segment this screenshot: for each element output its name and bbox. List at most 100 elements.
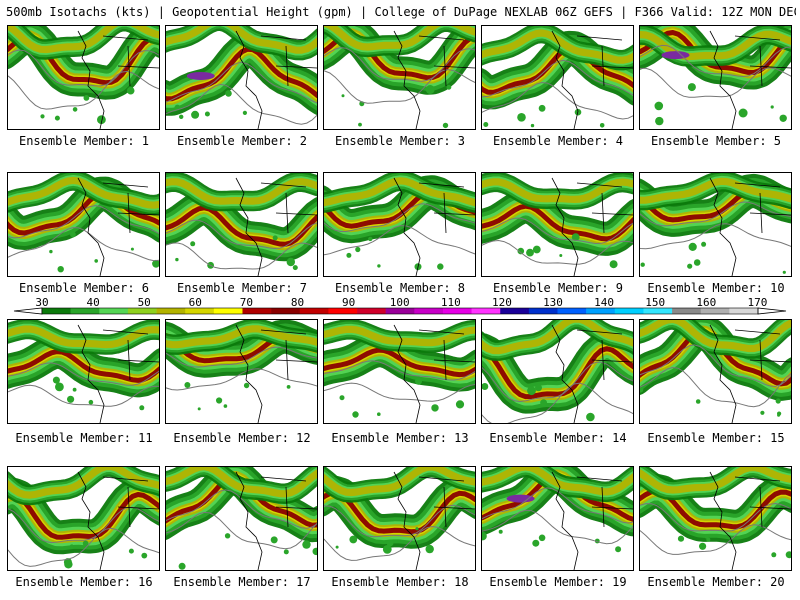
- colorbar-tick-label: 90: [342, 296, 355, 309]
- ensemble-map-panel: [639, 466, 792, 571]
- ensemble-map-panel: [481, 319, 634, 424]
- colorbar-segment: [528, 308, 558, 314]
- ensemble-member-label: Ensemble Member: 1: [18, 134, 150, 148]
- isotach-map: [482, 26, 633, 129]
- ensemble-member-label: Ensemble Member: 7: [176, 281, 308, 295]
- ensemble-member-label: Ensemble Member: 4: [492, 134, 624, 148]
- colorbar-segment: [414, 308, 444, 314]
- isotach-map: [482, 467, 633, 570]
- colorbar-tick-label: 100: [390, 296, 410, 309]
- ensemble-member-label: Ensemble Member: 17: [173, 575, 311, 589]
- colorbar-segment: [70, 308, 100, 314]
- isotach-map: [166, 320, 317, 423]
- ensemble-member-label: Ensemble Member: 11: [15, 431, 153, 445]
- ensemble-member-label: Ensemble Member: 19: [489, 575, 627, 589]
- isotach-map: [166, 26, 317, 129]
- ensemble-member-label: Ensemble Member: 16: [15, 575, 153, 589]
- colorbar-tick-label: 130: [543, 296, 563, 309]
- colorbar-segment: [557, 308, 587, 314]
- colorbar-tick-label: 40: [86, 296, 99, 309]
- colorbar-segment: [385, 308, 415, 314]
- ensemble-map-panel: [481, 25, 634, 130]
- isotach-map: [8, 467, 159, 570]
- isotach-map: [324, 26, 475, 129]
- ensemble-member-label: Ensemble Member: 10: [647, 281, 785, 295]
- isotach-map: [166, 173, 317, 276]
- ensemble-map-panel: [323, 25, 476, 130]
- isotach-map: [640, 26, 791, 129]
- colorbar-segment: [357, 308, 386, 314]
- colorbar-segment: [614, 308, 644, 314]
- isotach-map: [166, 467, 317, 570]
- colorbar-segment: [213, 308, 243, 314]
- colorbar-segment: [156, 308, 186, 314]
- ensemble-map-panel: [165, 466, 318, 571]
- ensemble-member-label: Ensemble Member: 9: [492, 281, 624, 295]
- ensemble-member-label: Ensemble Member: 13: [331, 431, 469, 445]
- colorbar-tick-label: 120: [492, 296, 512, 309]
- ensemble-member-label: Ensemble Member: 14: [489, 431, 627, 445]
- isotach-map: [8, 320, 159, 423]
- colorbar-segment: [729, 308, 759, 314]
- ensemble-map-panel: [639, 172, 792, 277]
- colorbar-segment: [127, 308, 157, 314]
- ensemble-map-panel: [481, 466, 634, 571]
- ensemble-member-label: Ensemble Member: 5: [650, 134, 782, 148]
- colorbar-segment: [99, 308, 129, 314]
- colorbar-tick-label: 140: [594, 296, 614, 309]
- ensemble-map-panel: [481, 172, 634, 277]
- ensemble-map-panel: [7, 319, 160, 424]
- ensemble-member-label: Ensemble Member: 8: [334, 281, 466, 295]
- map-title: 500mb Isotachs (kts) | Geopotential Heig…: [6, 5, 796, 19]
- isotach-map: [8, 26, 159, 129]
- ensemble-map-panel: [639, 319, 792, 424]
- isotach-map: [482, 173, 633, 276]
- isotach-map: [640, 320, 791, 423]
- isotach-map: [482, 320, 633, 423]
- ensemble-map-panel: [7, 25, 160, 130]
- colorbar-segment: [471, 308, 501, 314]
- colorbar-segment: [328, 308, 358, 314]
- colorbar-tick-label: 70: [240, 296, 253, 309]
- colorbar-segment: [442, 308, 472, 314]
- ensemble-member-label: Ensemble Member: 15: [647, 431, 785, 445]
- colorbar-segment: [299, 308, 329, 314]
- colorbar-segment: [586, 308, 616, 314]
- colorbar-tick-label: 150: [645, 296, 665, 309]
- isotach-map: [640, 173, 791, 276]
- ensemble-map-panel: [165, 25, 318, 130]
- ensemble-member-label: Ensemble Member: 18: [331, 575, 469, 589]
- colorbar-tick-label: 50: [138, 296, 151, 309]
- ensemble-member-label: Ensemble Member: 6: [18, 281, 150, 295]
- colorbar-segment: [500, 308, 530, 314]
- colorbar-segment: [271, 308, 301, 314]
- isotach-map: [324, 173, 475, 276]
- isotach-map: [324, 320, 475, 423]
- ensemble-member-label: Ensemble Member: 20: [647, 575, 785, 589]
- colorbar-tick-label: 170: [747, 296, 767, 309]
- colorbar-tick-label: 110: [441, 296, 461, 309]
- ensemble-member-label: Ensemble Member: 2: [176, 134, 308, 148]
- isotach-map: [640, 467, 791, 570]
- ensemble-map-panel: [165, 319, 318, 424]
- colorbar-tick-label: 30: [35, 296, 48, 309]
- colorbar-segment: [185, 308, 215, 314]
- ensemble-map-panel: [323, 319, 476, 424]
- colorbar-segment: [42, 308, 71, 314]
- colorbar-tick-label: 80: [291, 296, 304, 309]
- colorbar-tick-label: 60: [189, 296, 202, 309]
- ensemble-map-panel: [639, 25, 792, 130]
- colorbar-tick-label: 160: [696, 296, 716, 309]
- colorbar-segment: [242, 308, 272, 314]
- colorbar-segment: [672, 308, 702, 314]
- colorbar-segment: [643, 308, 673, 314]
- ensemble-member-label: Ensemble Member: 3: [334, 134, 466, 148]
- isotach-colorbar: 30 40 50 60 70 80 90 100 110 120 130 140 150 160 170: [0, 296, 800, 318]
- ensemble-map-panel: [165, 172, 318, 277]
- isotach-map: [324, 467, 475, 570]
- ensemble-map-panel: [7, 466, 160, 571]
- colorbar-outline: [41, 307, 759, 315]
- ensemble-member-label: Ensemble Member: 12: [173, 431, 311, 445]
- colorbar-segment: [700, 308, 730, 314]
- isotach-map: [8, 173, 159, 276]
